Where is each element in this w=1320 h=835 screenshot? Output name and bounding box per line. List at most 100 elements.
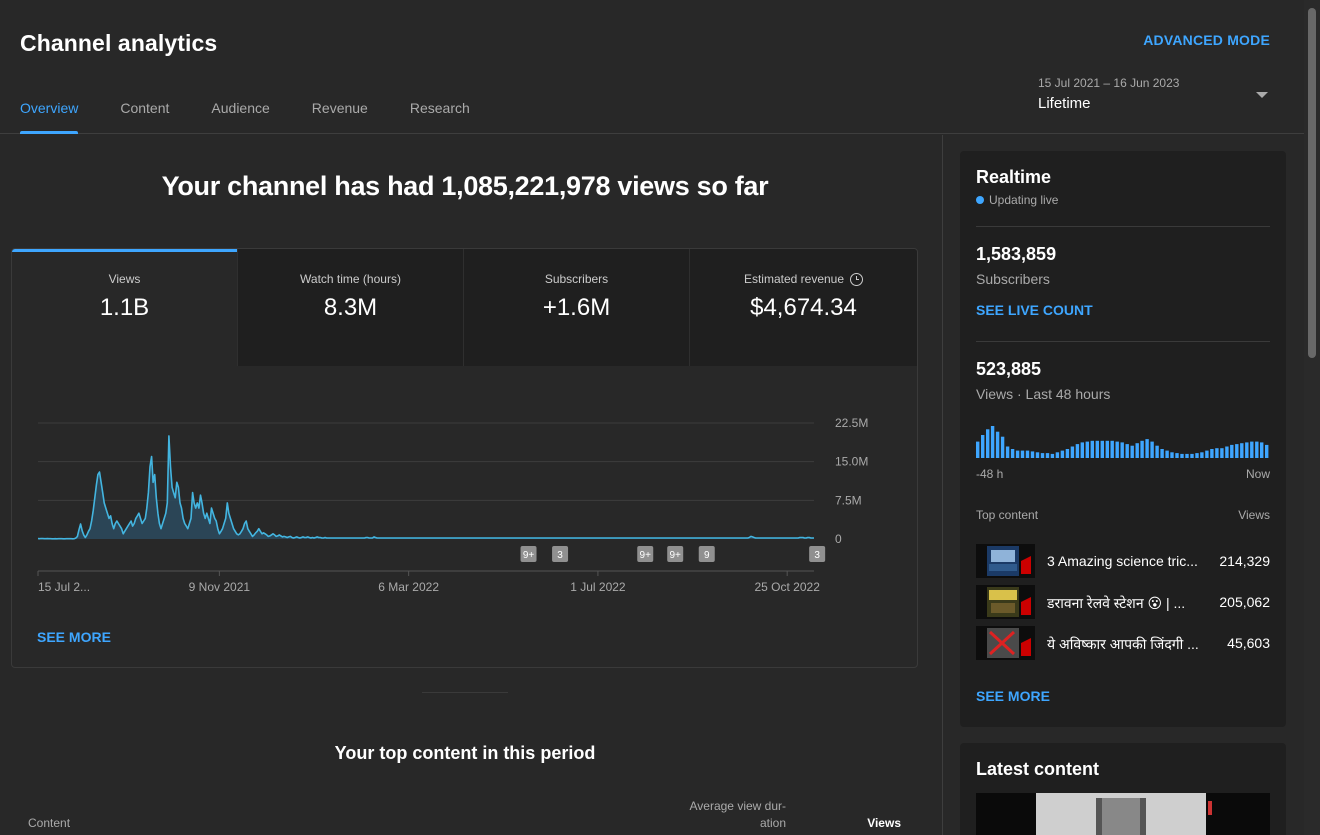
realtime-bar	[1210, 449, 1214, 458]
realtime-bar	[1120, 442, 1124, 458]
y-tick-label: 15.0M	[835, 455, 868, 469]
tab-research[interactable]: Research	[409, 100, 470, 116]
realtime-bar	[1010, 449, 1015, 458]
annotation-label: 9+	[640, 550, 652, 561]
tab-audience[interactable]: Audience	[211, 100, 270, 116]
realtime-bar	[1005, 446, 1010, 458]
views-headline: Your channel has had 1,085,221,978 views…	[161, 171, 769, 201]
tab-revenue[interactable]: Revenue	[311, 100, 368, 116]
column-header-views[interactable]: Views	[867, 816, 901, 830]
realtime-bar	[1180, 453, 1184, 458]
metric-value: +1.6M	[542, 294, 611, 321]
realtime-title: Realtime	[976, 167, 1052, 187]
realtime-bar	[1110, 440, 1114, 458]
realtime-bar	[1245, 442, 1249, 458]
x-tick-label: 9 Nov 2021	[189, 580, 251, 594]
realtime-bar	[1130, 445, 1134, 458]
top-content-views: 205,062	[1219, 594, 1270, 610]
realtime-bar	[1265, 444, 1269, 458]
video-thumbnail	[976, 585, 1035, 619]
realtime-bar	[995, 431, 1000, 458]
realtime-bar	[1040, 453, 1045, 458]
views-area	[38, 435, 814, 539]
realtime-bar	[1025, 450, 1030, 458]
top-content-item[interactable]: ये अविष्कार आपकी जिंदगी ... 45,603	[976, 626, 1270, 660]
metric-revenue[interactable]: Estimated revenue $4,674.34	[690, 249, 917, 366]
realtime-bar	[1045, 453, 1050, 458]
top-content-title: डरावना रेलवे स्टेशन 😮 | ...	[1047, 595, 1186, 611]
realtime-bar	[1230, 444, 1234, 458]
y-tick-label: 0	[835, 532, 842, 546]
metric-views[interactable]: Views 1.1B	[12, 249, 238, 366]
realtime-bar	[1150, 441, 1154, 458]
see-live-count-button[interactable]: SEE LIVE COUNT	[976, 302, 1093, 318]
column-header-avg-view-duration[interactable]: Average view dur-ation	[689, 799, 787, 830]
annotation-marker	[809, 546, 826, 562]
realtime-see-more-button[interactable]: SEE MORE	[976, 688, 1050, 704]
subscriber-count: 1,583,859	[976, 244, 1057, 264]
right-sidebar: Realtime Updating live 1,583,859 Subscri…	[944, 135, 1304, 835]
metric-value: $4,674.34	[750, 294, 857, 321]
metric-watch-time[interactable]: Watch time (hours) 8.3M	[238, 249, 464, 366]
annotation-marker	[637, 546, 654, 562]
realtime-bar-chart	[976, 426, 1269, 458]
annotation-label: 9+	[670, 550, 682, 561]
realtime-bar	[1085, 441, 1089, 458]
latest-video-thumbnail[interactable]	[976, 793, 1270, 835]
tab-overview[interactable]: Overview	[20, 100, 79, 134]
top-content-label: Top content	[976, 508, 1039, 522]
tab-content[interactable]: Content	[120, 100, 170, 116]
spark-axis-end: Now	[1245, 467, 1270, 481]
metric-label: Estimated revenue	[743, 272, 845, 286]
realtime-bar	[1030, 451, 1035, 458]
realtime-bar	[1070, 446, 1075, 458]
x-tick-label: 25 Oct 2022	[754, 580, 820, 594]
realtime-bar	[1145, 439, 1149, 458]
top-content-views: 45,603	[1227, 635, 1270, 651]
metric-tabs: Views 1.1B Watch time (hours) 8.3M Subsc…	[12, 249, 917, 366]
views-line	[37, 435, 814, 540]
realtime-bar	[1015, 450, 1020, 458]
realtime-bar	[1250, 441, 1254, 458]
page-title: Channel analytics	[20, 30, 218, 56]
tab-bar: Overview Content Audience Revenue Resear…	[20, 100, 512, 134]
y-tick-label: 22.5M	[835, 416, 868, 430]
realtime-bar	[1185, 453, 1189, 458]
advanced-mode-link[interactable]: ADVANCED MODE	[1143, 32, 1270, 48]
x-tick-label: 6 Mar 2022	[378, 580, 439, 594]
date-range-text: 15 Jul 2021 – 16 Jun 2023	[1038, 76, 1180, 90]
live-dot-icon	[976, 196, 984, 204]
realtime-bar	[1255, 441, 1259, 458]
top-content-title: ये अविष्कार आपकी जिंदगी ...	[1047, 636, 1199, 652]
realtime-bar	[1125, 444, 1129, 458]
see-more-button[interactable]: SEE MORE	[37, 629, 111, 645]
annotation-marker	[667, 546, 684, 562]
annotation-label: 3	[814, 550, 820, 561]
scrollbar-thumb[interactable]	[1308, 8, 1316, 358]
realtime-views-count: 523,885	[976, 359, 1042, 379]
metric-subscribers[interactable]: Subscribers +1.6M	[464, 249, 690, 366]
page-scrollbar[interactable]	[1304, 0, 1320, 835]
realtime-bar	[1165, 450, 1169, 458]
realtime-bar	[1190, 453, 1194, 458]
top-content-title: 3 Amazing science tric...	[1047, 553, 1198, 569]
realtime-bar	[976, 441, 980, 458]
date-range-picker[interactable]: 15 Jul 2021 – 16 Jun 2023 Lifetime	[1038, 76, 1278, 120]
latest-content-card: Latest content	[960, 743, 1286, 835]
metric-value: 8.3M	[323, 294, 378, 321]
realtime-bar	[1140, 440, 1144, 458]
divider	[976, 226, 1270, 227]
realtime-bar	[1065, 449, 1070, 458]
top-content-views: 214,329	[1219, 553, 1270, 569]
metric-value: 1.1B	[99, 294, 150, 321]
y-tick-label: 7.5M	[835, 493, 862, 507]
realtime-bar	[1075, 444, 1080, 458]
top-content-item[interactable]: डरावना रेलवे स्टेशन 😮 | ... 205,062	[976, 585, 1270, 619]
page-header: Channel analytics ADVANCED MODE Overview…	[0, 0, 1304, 134]
annotation-marker	[698, 546, 715, 562]
realtime-bar	[1060, 450, 1065, 458]
annotation-label: 9+	[523, 550, 535, 561]
top-content-item[interactable]: 3 Amazing science tric... 214,329	[976, 544, 1270, 578]
realtime-bar	[1055, 452, 1060, 458]
